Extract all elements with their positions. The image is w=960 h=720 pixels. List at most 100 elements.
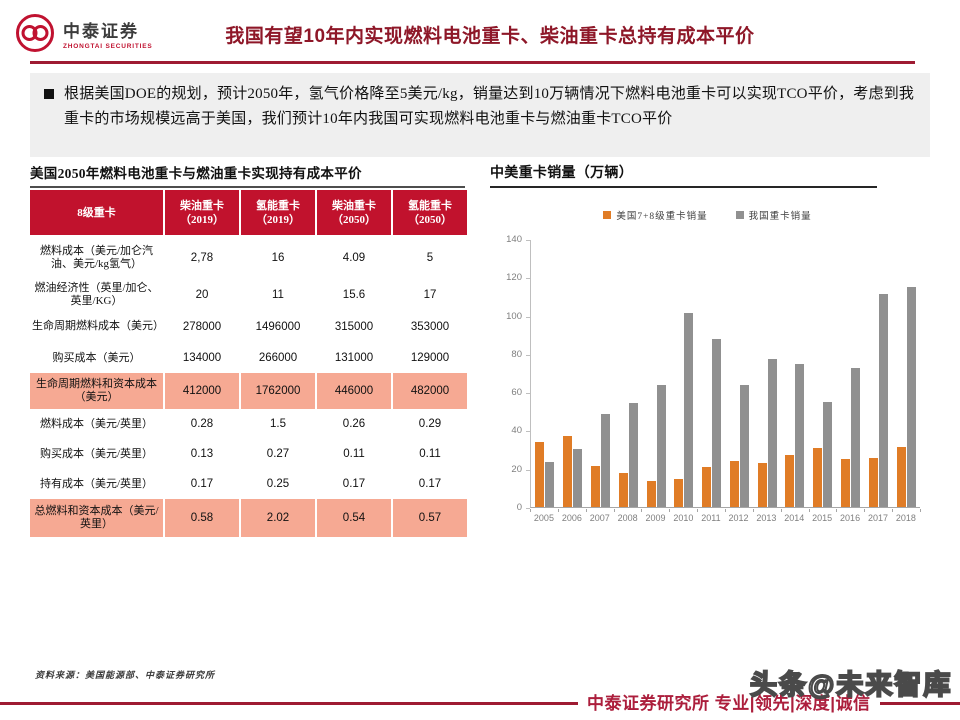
table-section-title: 美国2050年燃料电池重卡与燃油重卡实现持有成本平价 [30, 162, 465, 188]
x-axis-tick [836, 509, 838, 512]
bar-cn-2011 [712, 338, 722, 507]
bar-cn-2010 [684, 312, 694, 507]
table-cell: 20 [195, 289, 209, 301]
bar-group-2009 [646, 385, 666, 507]
y-axis-tick [526, 278, 530, 280]
table-cell: 0.25 [266, 478, 290, 490]
bar-us-2007 [590, 465, 600, 507]
table-cell: 134000 [182, 352, 222, 364]
bar-group-2007 [590, 414, 610, 507]
table-cell: 0.11 [419, 448, 441, 460]
table-cell: 412000 [165, 373, 239, 409]
source-note: 资料来源：美国能源部、中泰证券研究所 [35, 670, 216, 680]
summary-text: 根据美国DOE的规划，预计2050年，氢气价格降至5美元/kg，销量达到10万辆… [64, 86, 915, 127]
legend-item-us: 美国7+8级重卡销量 [603, 208, 707, 222]
y-axis-label: 80 [511, 348, 522, 360]
bar-group-2005 [535, 441, 555, 507]
table-cell: 353000 [410, 320, 450, 333]
bar-group-2018 [896, 287, 916, 507]
table-cell: 2.02 [241, 499, 315, 537]
bar-group-2006 [563, 436, 583, 507]
bar-us-2017 [868, 458, 878, 507]
x-axis-label: 2014 [784, 513, 805, 523]
table-cell: 0.17 [342, 478, 366, 490]
table-cell: 266000 [258, 352, 298, 364]
table-cell: 17 [423, 289, 437, 301]
x-axis-tick [585, 509, 587, 512]
bar-group-2011 [702, 338, 722, 507]
bullet-square-icon [44, 89, 54, 99]
y-axis-label: 60 [511, 387, 522, 399]
bar-chart: 美国7+8级重卡销量 我国重卡销量 0 20 40 60 80 100 120 140 200… [490, 190, 935, 545]
bar-us-2016 [840, 459, 850, 507]
x-axis-label: 2018 [895, 513, 916, 523]
table-row-label: 燃油经济性（英里/加仑、英里/KG） [34, 282, 159, 307]
table-cell: 11 [272, 289, 284, 301]
table-row-label: 生命周期燃料和资本成本（美元） [30, 373, 163, 409]
y-axis-tick [526, 240, 530, 241]
bar-cn-2017 [878, 293, 888, 507]
x-axis-tick [697, 509, 699, 512]
x-axis-tick [920, 509, 921, 512]
bar-group-2012 [729, 385, 749, 507]
bar-us-2009 [646, 481, 656, 507]
page-title: 我国有望10年内实现燃料电池重卡、柴油重卡总持有成本平价 [225, 26, 755, 47]
table-cell: 0.11 [343, 448, 365, 460]
header-divider [30, 61, 915, 64]
x-axis-tick [641, 509, 643, 512]
x-axis-label: 2005 [533, 513, 554, 523]
table-cell: 5 [426, 251, 434, 264]
watermark: 头条@未来智库 [749, 669, 953, 701]
table-cell: 0.26 [342, 418, 366, 430]
logo: 中泰证券 ZHONGTAI SECURITIES [14, 12, 152, 54]
y-axis-label: 20 [511, 463, 522, 475]
bar-us-2008 [618, 472, 628, 507]
x-axis-label: 2009 [645, 513, 666, 523]
bar-us-2006 [563, 436, 573, 507]
bar-cn-2018 [906, 287, 916, 507]
zhongtai-logo-icon [16, 14, 54, 52]
table-cell: 129000 [410, 352, 450, 364]
table-cell: 1496000 [255, 320, 301, 333]
x-axis-label: 2010 [673, 513, 694, 523]
table-cell: 0.13 [190, 448, 214, 460]
x-axis-tick [669, 509, 671, 512]
plot-area [530, 240, 920, 508]
x-axis-tick [530, 509, 531, 512]
legend-swatch-cn-icon [735, 211, 744, 219]
table-cell: 1762000 [241, 373, 315, 409]
table-header-cell: 柴油重卡 （2050） [317, 190, 391, 235]
x-axis-tick [892, 509, 894, 512]
table-cell: 482000 [393, 373, 467, 409]
x-axis-tick [752, 509, 754, 512]
y-axis-label: 140 [506, 234, 522, 245]
table-cell: 0.29 [418, 418, 442, 430]
x-axis-label: 2007 [589, 513, 610, 523]
bar-us-2011 [702, 466, 712, 507]
table-cell: 278000 [182, 320, 222, 333]
x-axis-label: 2017 [867, 513, 888, 523]
bar-cn-2009 [656, 385, 666, 507]
bar-cn-2007 [600, 414, 610, 507]
y-axis-tick [526, 393, 530, 395]
bar-cn-2012 [739, 385, 749, 507]
table-header-cell: 8级重卡 [30, 190, 163, 235]
table-row-label: 持有成本（美元/英里） [39, 477, 154, 490]
footer-rule [0, 702, 960, 705]
chart-legend: 美国7+8级重卡销量 我国重卡销量 [490, 208, 925, 222]
table-header-cell: 氢能重卡 （2019） [241, 190, 315, 235]
bar-us-2012 [729, 461, 739, 507]
table-cell: 315000 [334, 320, 374, 333]
table-header-cell: 柴油重卡 （2019） [165, 190, 239, 235]
y-axis-label: 100 [506, 310, 522, 322]
table-cell: 0.57 [393, 499, 467, 537]
legend-item-cn: 我国重卡销量 [735, 208, 812, 222]
bar-us-2014 [785, 455, 795, 507]
table-row-label: 总燃料和资本成本（美元/英里） [30, 499, 163, 537]
x-axis-tick [808, 509, 810, 512]
bar-cn-2015 [823, 401, 833, 507]
legend-label-cn: 我国重卡销量 [748, 212, 812, 222]
table-cell: 131000 [334, 352, 374, 364]
x-axis-label: 2012 [728, 513, 749, 523]
x-axis-label: 2013 [756, 513, 777, 523]
